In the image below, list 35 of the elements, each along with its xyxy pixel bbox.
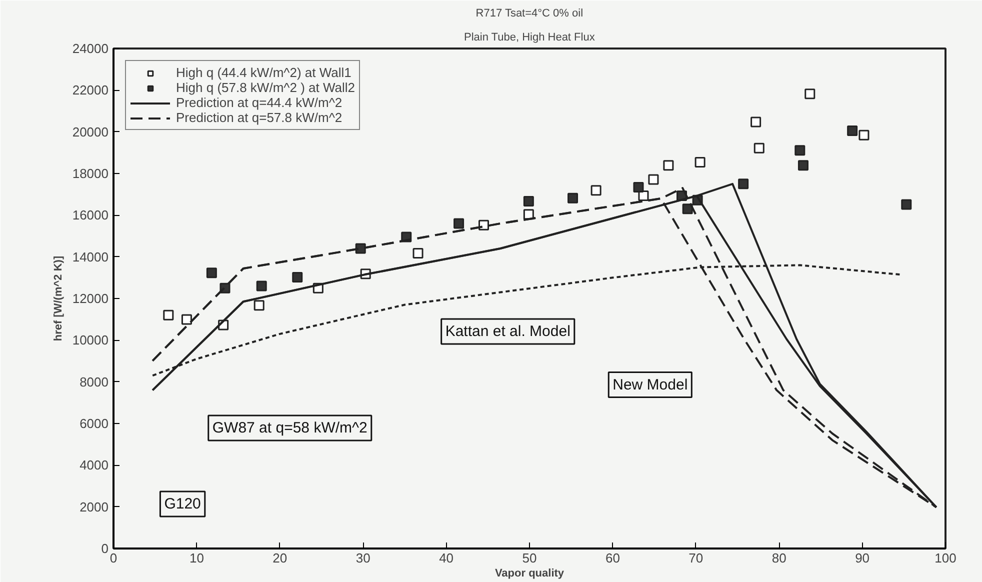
x-tick-label: 60	[605, 550, 620, 566]
y-tick-label: 8000	[80, 374, 108, 390]
y-tick-label: 12000	[72, 291, 109, 306]
chart-subtitle: Plain Tube, High Heat Flux	[464, 32, 596, 44]
y-tick-label: 0	[101, 541, 109, 556]
annotation: New Model	[612, 376, 688, 394]
x-tick-label: 70	[688, 550, 704, 566]
legend-label: High q (44.4 kW/m^2) at Wall1	[176, 65, 352, 80]
y-tick-label: 24000	[72, 41, 109, 56]
annotation: GW87 at q=58 kW/m^2	[212, 420, 368, 436]
legend-label: Prediction at q=44.4 kW/m^2	[176, 95, 342, 110]
x-tick-label: 90	[855, 550, 870, 566]
y-tick-label: 2000	[80, 499, 108, 514]
annotation: Kattan et al. Model	[445, 323, 570, 340]
y-tick-label: 16000	[72, 208, 109, 223]
legend-label: Prediction at q=57.8 kW/m^2	[176, 110, 342, 125]
x-tick-label: 30	[356, 550, 370, 566]
x-tick-label: 10	[189, 550, 204, 566]
y-tick-label: 4000	[80, 458, 108, 473]
x-tick-label: 100	[934, 550, 956, 566]
x-tick-label: 50	[522, 550, 537, 566]
y-tick-label: 22000	[72, 82, 109, 98]
y-tick-label: 14000	[72, 249, 109, 264]
annotation: G120	[164, 496, 201, 512]
x-tick-label: 40	[439, 550, 454, 566]
y-axis-title: href [W/(m^2 K)]	[52, 256, 64, 342]
y-tick-label: 18000	[72, 166, 109, 181]
x-axis-title: Vapor quality	[494, 568, 565, 580]
y-tick-label: 6000	[80, 416, 108, 431]
y-tick-label: 10000	[72, 332, 109, 348]
y-tick-label: 20000	[72, 124, 109, 140]
x-tick-label: 20	[272, 550, 288, 566]
chart-title: R717 Tsat=4°C 0% oil	[476, 8, 584, 20]
x-tick-label: 80	[772, 550, 786, 566]
legend-label: High q (57.8 kW/m^2 ) at Wall2	[176, 80, 356, 95]
